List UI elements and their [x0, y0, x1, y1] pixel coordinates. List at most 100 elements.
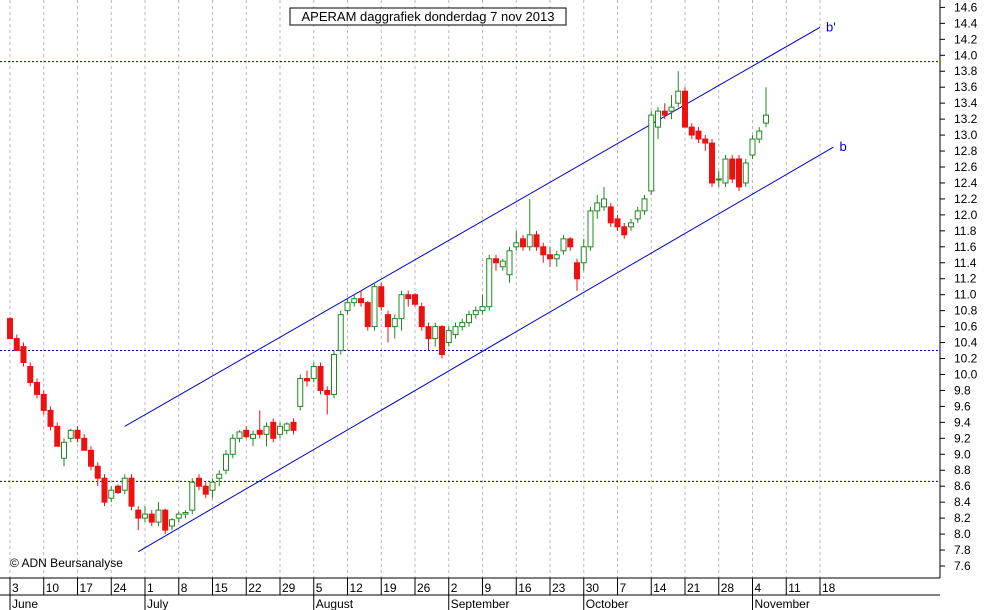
- candle: [270, 418, 277, 443]
- candle-body: [587, 210, 594, 248]
- candle: [648, 111, 655, 195]
- candle: [560, 234, 567, 255]
- candle-body: [391, 318, 398, 328]
- candle-body: [169, 519, 175, 527]
- x-tick-label: 16: [518, 581, 532, 595]
- candle-body: [580, 246, 587, 264]
- candle: [175, 511, 182, 523]
- candle-body: [317, 366, 324, 391]
- candle: [236, 430, 243, 443]
- candle: [337, 310, 344, 355]
- candle-body: [472, 310, 479, 316]
- candle: [763, 87, 769, 128]
- candle-body: [108, 489, 115, 499]
- candle-body: [20, 346, 27, 364]
- candle: [196, 474, 202, 491]
- candle-body: [283, 423, 290, 431]
- candle-body: [628, 222, 634, 228]
- candle-body: [601, 198, 607, 208]
- candle-body: [749, 138, 756, 156]
- candle-body: [493, 258, 499, 264]
- candle-body: [162, 509, 169, 531]
- candle: [756, 127, 763, 144]
- candle: [229, 434, 236, 459]
- candle-body: [121, 477, 128, 491]
- candle: [614, 214, 621, 231]
- x-tick-label: 14: [653, 581, 667, 595]
- trendline-label: b: [840, 139, 847, 154]
- candle-body: [344, 302, 351, 312]
- candle: [533, 230, 540, 251]
- candle-body: [115, 485, 121, 494]
- candle-body: [675, 90, 682, 104]
- candle-body: [7, 318, 13, 340]
- y-tick-label: 8.2: [954, 511, 971, 525]
- candle-body: [432, 326, 439, 340]
- candle: [520, 234, 526, 251]
- y-tick-label: 13.8: [954, 64, 978, 78]
- candle: [108, 486, 115, 503]
- candle-body: [574, 262, 580, 280]
- candle: [459, 318, 466, 331]
- y-tick-label: 11.8: [954, 224, 977, 238]
- y-tick-label: 10.6: [954, 320, 978, 334]
- candle-body: [533, 234, 540, 248]
- candle-body: [94, 465, 101, 479]
- candle: [553, 250, 560, 267]
- candle-body: [88, 449, 94, 467]
- candle: [34, 378, 40, 399]
- candle-body: [688, 126, 695, 136]
- candle-body: [412, 294, 418, 305]
- candle: [601, 186, 607, 211]
- candle: [162, 508, 169, 535]
- x-tick-label: 15: [215, 581, 229, 595]
- y-tick-label: 12.6: [954, 160, 978, 174]
- x-tick-label: 4: [755, 581, 762, 595]
- x-tick-label: 21: [687, 581, 701, 595]
- candle-body: [304, 377, 310, 382]
- candle-body: [520, 238, 526, 248]
- candle-body: [324, 389, 331, 395]
- candle: [54, 422, 61, 447]
- candle: [472, 306, 479, 319]
- candle-body: [702, 138, 709, 144]
- candle-body: [682, 90, 688, 128]
- candle: [655, 107, 661, 140]
- x-tick-label: 23: [552, 581, 566, 595]
- candle-body: [216, 473, 223, 479]
- candle: [445, 326, 452, 347]
- candle-body: [614, 218, 621, 228]
- candle-body: [378, 286, 385, 308]
- candle-body: [695, 130, 702, 140]
- candle-body: [547, 254, 553, 260]
- candle: [135, 506, 142, 531]
- candle-body: [189, 481, 196, 511]
- candle-body: [526, 234, 533, 248]
- candle: [88, 446, 94, 471]
- candle: [277, 422, 283, 439]
- candle-body: [722, 158, 729, 184]
- candle-body: [560, 238, 567, 252]
- month-label: August: [316, 597, 354, 610]
- candle-body: [661, 110, 668, 116]
- candle-body: [371, 286, 378, 328]
- candle-body: [128, 477, 135, 507]
- candle-body: [331, 354, 337, 395]
- candle: [371, 282, 378, 331]
- candle-body: [479, 306, 486, 312]
- candle: [223, 450, 229, 475]
- candle: [418, 302, 425, 331]
- y-tick-label: 12.2: [954, 192, 978, 206]
- month-label: July: [147, 597, 168, 610]
- candle: [74, 426, 81, 443]
- candle: [587, 206, 594, 251]
- x-tick-label: 5: [316, 581, 323, 595]
- candle-body: [756, 130, 763, 140]
- candle-body: [256, 429, 263, 435]
- candle: [675, 71, 682, 108]
- x-tick-label: 2: [451, 581, 458, 595]
- title-box: [289, 7, 567, 26]
- candle-body: [135, 509, 142, 519]
- candle-body: [425, 326, 432, 340]
- candle: [682, 87, 688, 128]
